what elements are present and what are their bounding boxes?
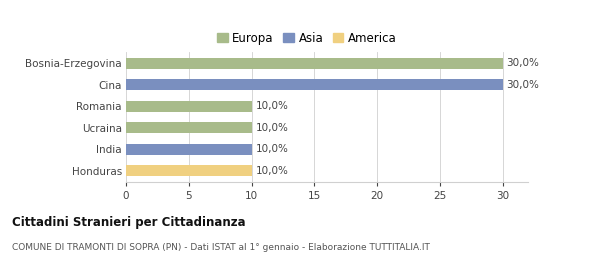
Text: 30,0%: 30,0% [506, 80, 539, 90]
Bar [126, 144, 251, 155]
Text: 10,0%: 10,0% [256, 123, 288, 133]
Bar [126, 58, 503, 69]
Text: COMUNE DI TRAMONTI DI SOPRA (PN) - Dati ISTAT al 1° gennaio - Elaborazione TUTTI: COMUNE DI TRAMONTI DI SOPRA (PN) - Dati … [12, 243, 430, 252]
Bar [126, 122, 251, 133]
Bar [126, 79, 503, 90]
Bar [126, 165, 251, 176]
Legend: Europa, Asia, America: Europa, Asia, America [215, 29, 399, 47]
Text: 10,0%: 10,0% [256, 101, 288, 111]
Text: 10,0%: 10,0% [256, 144, 288, 154]
Text: 30,0%: 30,0% [506, 58, 539, 68]
Text: 10,0%: 10,0% [256, 166, 288, 176]
Bar [126, 101, 251, 112]
Text: Cittadini Stranieri per Cittadinanza: Cittadini Stranieri per Cittadinanza [12, 216, 245, 229]
